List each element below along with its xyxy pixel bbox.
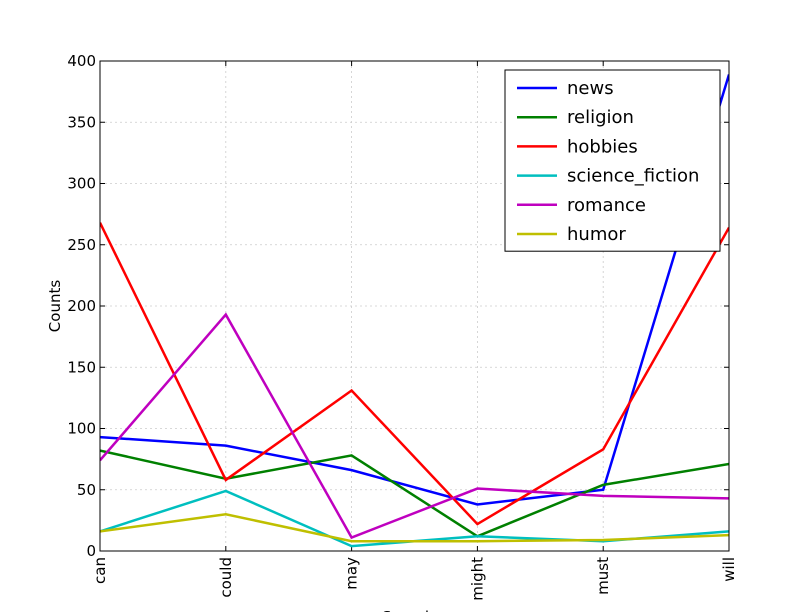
y-tick-label: 200 (67, 297, 96, 315)
x-tick-label: might (468, 557, 486, 601)
y-tick-label: 350 (67, 113, 96, 131)
x-tick-label: can (91, 557, 109, 584)
legend-label: romance (567, 195, 646, 216)
legend-label: humor (567, 224, 626, 245)
series-line (100, 512, 729, 543)
series-line (100, 222, 729, 526)
x-tick-label: must (594, 557, 612, 595)
legend-label: hobbies (567, 136, 638, 157)
y-tick-label: 400 (67, 52, 96, 70)
x-tick-label: could (217, 557, 235, 598)
y-tick-label: 150 (67, 358, 96, 376)
x-tick-label: will (720, 557, 738, 582)
y-tick-label: 0 (86, 542, 96, 560)
y-axis-label: Counts (46, 280, 64, 333)
x-axis-label: Samples (382, 608, 446, 612)
series-line (100, 74, 729, 506)
y-tick-label: 100 (67, 420, 96, 438)
legend-label: religion (567, 107, 634, 128)
y-tick-label: 250 (67, 236, 96, 254)
y-tick-label: 50 (77, 481, 96, 499)
series-line (100, 312, 729, 540)
x-tick-label: may (343, 557, 361, 590)
legend-label: science_fiction (567, 166, 699, 187)
series-line (100, 449, 729, 538)
plot-frame (99, 60, 730, 552)
legend-box (504, 69, 721, 252)
legend-label: news (567, 78, 614, 99)
y-tick-label: 300 (67, 175, 96, 193)
